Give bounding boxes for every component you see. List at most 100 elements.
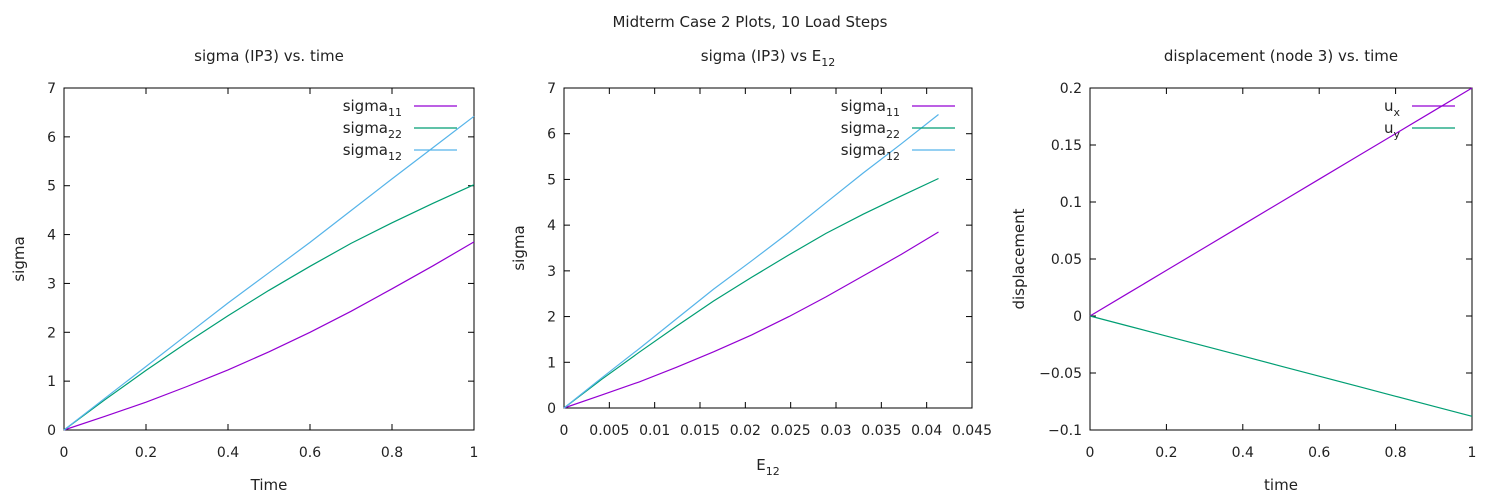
legend-label-subscript: 22 — [388, 128, 402, 141]
legend-label: sigma12 — [841, 141, 900, 163]
legend-label-subscript: 11 — [388, 106, 402, 119]
chart-title-text: displacement (node 3) vs. time — [1164, 47, 1398, 65]
x-tick-label: 0.2 — [1155, 445, 1177, 461]
legend-label-text: sigma — [841, 119, 886, 137]
legend-label: ux — [1384, 97, 1401, 119]
chart-title-text: sigma (IP3) vs E — [701, 47, 822, 65]
x-tick-label: 0.02 — [730, 423, 761, 439]
x-axis-label-text: Time — [250, 476, 288, 494]
series-line-u-y — [1089, 315, 1473, 417]
series-line-sigma-22 — [563, 177, 939, 409]
y-tick-label: 0.1 — [1060, 195, 1082, 211]
x-tick-label: 1 — [470, 445, 479, 461]
legend-label-text: sigma — [841, 97, 886, 115]
x-axis-label-text: E — [756, 456, 765, 474]
x-axis-label-subscript: 12 — [766, 465, 780, 478]
y-tick-label: 4 — [47, 228, 56, 244]
y-tick-label: 0 — [547, 401, 556, 417]
legend-label-text: u — [1384, 97, 1394, 115]
chart-title-text: sigma (IP3) vs. time — [194, 47, 344, 65]
legend-label-text: sigma — [343, 97, 388, 115]
legend-label-text: sigma — [343, 119, 388, 137]
x-tick-label: 0.025 — [771, 423, 811, 439]
series-line-sigma-12 — [63, 115, 475, 431]
x-tick-label: 0.035 — [861, 423, 901, 439]
chart-title: displacement (node 3) vs. time — [1164, 47, 1398, 65]
x-tick-label: 0 — [60, 445, 69, 461]
y-tick-label: 2 — [47, 325, 56, 341]
x-axis-label: Time — [250, 476, 288, 494]
y-tick-label: 5 — [547, 172, 556, 188]
x-tick-label: 0.6 — [1308, 445, 1330, 461]
legend-label-text: sigma — [343, 141, 388, 159]
series-line-sigma-11 — [63, 241, 475, 431]
x-tick-label: 0.8 — [381, 445, 403, 461]
y-tick-label: 7 — [547, 81, 556, 97]
legend-label-text: u — [1384, 119, 1394, 137]
x-tick-label: 0.045 — [952, 423, 992, 439]
y-tick-label: 2 — [547, 310, 556, 326]
legend-label: sigma22 — [841, 119, 900, 141]
x-tick-label: 0.015 — [680, 423, 720, 439]
y-tick-label: 3 — [547, 264, 556, 280]
legend-label: sigma11 — [343, 97, 402, 119]
x-tick-label: 0.8 — [1384, 445, 1406, 461]
y-axis-label: sigma — [10, 236, 28, 281]
legend-label-subscript: 12 — [886, 150, 900, 163]
y-tick-label: 0.2 — [1060, 81, 1082, 97]
x-axis-label-text: time — [1264, 476, 1298, 494]
y-tick-label: 5 — [47, 179, 56, 195]
x-tick-label: 1 — [1468, 445, 1477, 461]
x-axis-label: E12 — [756, 456, 779, 478]
y-axis-label: sigma — [510, 225, 528, 270]
series-line-u-x — [1089, 87, 1473, 317]
y-tick-label: 0 — [1073, 309, 1082, 325]
x-tick-label: 0 — [1086, 445, 1095, 461]
x-tick-label: 0 — [560, 423, 569, 439]
x-tick-label: 0.04 — [911, 423, 942, 439]
legend-label: sigma11 — [841, 97, 900, 119]
y-tick-label: 6 — [547, 127, 556, 143]
y-tick-label: 6 — [47, 130, 56, 146]
chart-panel-3: displacement (node 3) vs. time 0 0.2 0.4 0.6… — [1010, 47, 1476, 494]
x-tick-label: 0.2 — [135, 445, 157, 461]
chart-title-subscript: 12 — [821, 56, 835, 69]
legend-label-subscript: y — [1393, 128, 1400, 141]
x-tick-label: 0.01 — [639, 423, 670, 439]
series-line-sigma-22 — [63, 184, 475, 431]
legend-label: uy — [1384, 119, 1401, 141]
legend-label: sigma12 — [343, 141, 402, 163]
y-tick-label: 3 — [47, 276, 56, 292]
legend-label-subscript: x — [1393, 106, 1400, 119]
series-line-sigma-11 — [563, 231, 939, 409]
x-tick-label: 0.005 — [589, 423, 629, 439]
x-axis-label: time — [1264, 476, 1298, 494]
plot-frame — [1089, 87, 1473, 431]
y-tick-label: −0.1 — [1048, 423, 1082, 439]
y-tick-label: 0 — [47, 423, 56, 439]
y-tick-label: 0.05 — [1051, 252, 1082, 268]
chart-panel-1: sigma (IP3) vs. time 0 0.2 0.4 0.6 0.8 1 0 12 3 4 5… — [10, 47, 478, 494]
x-tick-label: 0.03 — [820, 423, 851, 439]
x-tick-label: 0.4 — [217, 445, 239, 461]
y-tick-label: 7 — [47, 81, 56, 97]
x-tick-label: 0.6 — [299, 445, 321, 461]
legend-label-text: sigma — [841, 141, 886, 159]
series-line-sigma-12 — [563, 114, 939, 409]
legend-label-subscript: 12 — [388, 150, 402, 163]
y-tick-label: 4 — [547, 218, 556, 234]
y-tick-label: −0.05 — [1039, 366, 1082, 382]
legend-label: sigma22 — [343, 119, 402, 141]
y-tick-label: 1 — [547, 355, 556, 371]
figure-suptitle: Midterm Case 2 Plots, 10 Load Steps — [612, 13, 887, 31]
chart-title: sigma (IP3) vs E12 — [701, 47, 836, 69]
plot-frame — [63, 87, 475, 431]
legend-label-subscript: 11 — [886, 106, 900, 119]
plot-frame — [563, 87, 973, 409]
